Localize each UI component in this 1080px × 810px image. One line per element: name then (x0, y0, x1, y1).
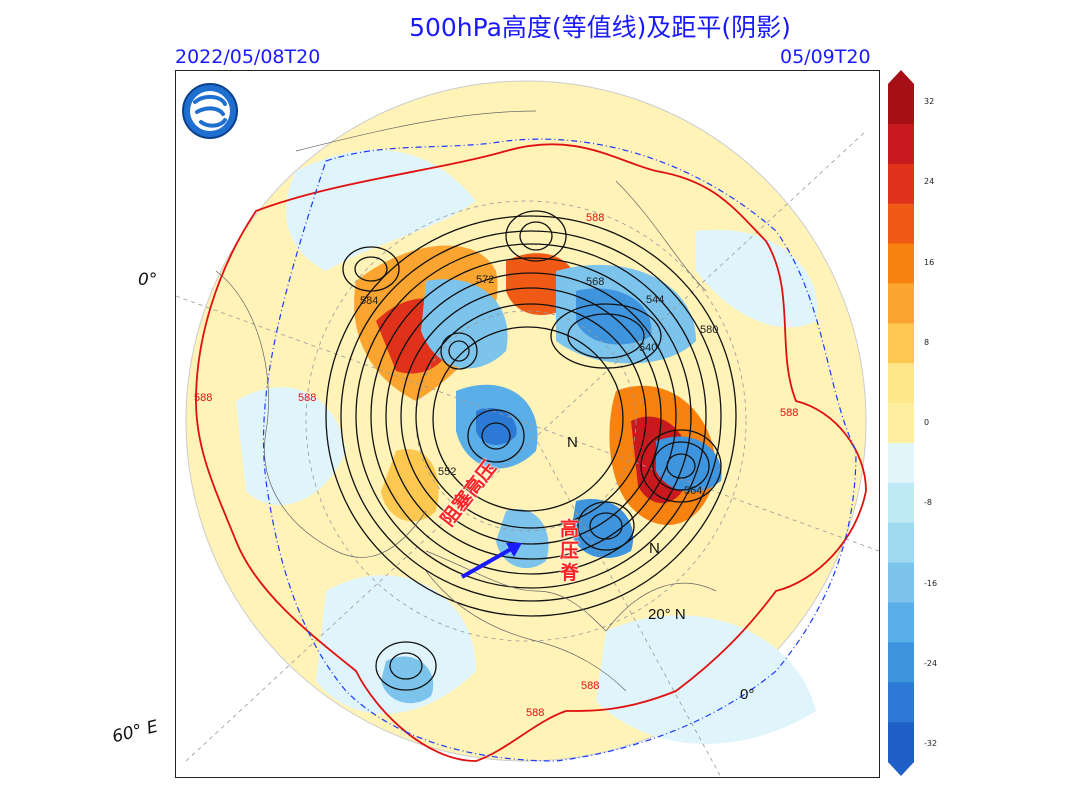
colorbar-tick-label: -24 (924, 658, 938, 668)
contour-label-588b: 588 (194, 392, 212, 404)
contour-labels: 584 572 568 544 540 552 564 580 (360, 274, 718, 497)
colorbar-segment (888, 682, 914, 723)
grid-markers: 20° N 0° N N (567, 434, 754, 703)
valid-time-label: 05/09T20 (780, 46, 871, 68)
anomaly-colorbar (888, 70, 914, 776)
colorbar-tick-label: 16 (924, 257, 935, 267)
n-marker: N (567, 434, 578, 451)
colorbar-extend-top (888, 70, 914, 84)
contour-label-588a: 588 (298, 392, 316, 404)
contour-label-580: 580 (700, 324, 718, 336)
contour-label-572: 572 (476, 274, 494, 286)
colorbar-segment (888, 722, 914, 763)
colorbar-segment (888, 84, 914, 125)
colorbar-segment (888, 442, 914, 484)
flow-arrow (461, 543, 522, 579)
colorbar-tick-label: 0 (924, 418, 930, 427)
contour-588-labels: 588 588 588 588 588 588 (194, 212, 798, 719)
colorbar-tick-label: -16 (924, 578, 938, 588)
contour-label-540: 540 (639, 342, 657, 354)
colorbar-segment (888, 562, 914, 603)
anomaly-neg-area (286, 149, 476, 271)
contour-label-588e: 588 (581, 680, 599, 692)
colorbar-extend-bottom (888, 762, 914, 776)
colorbar-tick-label: 24 (924, 177, 935, 187)
anomaly-neg-core (476, 407, 517, 446)
colorbar-segment (888, 363, 914, 404)
lon-label-0: 0° (138, 270, 158, 290)
contour-588 (195, 143, 867, 762)
ridge-annotation: 高压脊 (560, 518, 580, 584)
colorbar-segment (888, 203, 914, 245)
colorbar-tick-label: 8 (924, 337, 930, 347)
n-marker-2: N (649, 540, 660, 557)
contour-label-588d: 588 (586, 212, 604, 224)
colorbar-tick-label: -32 (924, 739, 938, 748)
colorbar-segment (888, 642, 914, 683)
contour-label-588f: 588 (526, 707, 544, 719)
height-contours (325, 210, 737, 691)
colorbar-segment (888, 123, 914, 165)
meteorological-agency-logo-icon (177, 82, 243, 140)
anomaly-neg-core (496, 509, 549, 569)
init-time-label: 2022/05/08T20 (175, 46, 321, 68)
polar-map-frame: 584 572 568 544 540 552 564 580 588 588 … (175, 70, 880, 778)
chart-title: 500hPa高度(等值线)及距平(阴影) (409, 13, 791, 42)
contour-label-552: 552 (438, 466, 456, 478)
lon-label-60e: 60° E (110, 716, 161, 748)
coastlines (215, 110, 717, 692)
lat-label-20n: 20° N (648, 606, 686, 623)
colorbar-segment (888, 163, 914, 205)
contour-label-564: 564 (684, 485, 702, 497)
colorbar-tick-label: -8 (924, 498, 932, 508)
contour-label-568: 568 (586, 276, 604, 288)
lon-label-0-bottom: 0° (740, 686, 754, 703)
colorbar-segment (888, 403, 914, 444)
anomaly-neg-area (696, 229, 818, 328)
anomaly-neg-area (316, 575, 476, 714)
colorbar-segment (888, 243, 914, 284)
colorbar-tick-label: 32 (924, 97, 935, 106)
colorbar-segment (888, 323, 914, 364)
colorbar-segment (888, 482, 914, 524)
anomaly-neg-core (381, 656, 434, 704)
contour-label-544: 544 (646, 294, 664, 306)
anomaly-neg-core (421, 279, 508, 369)
colorbar-segment (888, 522, 914, 564)
anomaly-neg-area (596, 615, 816, 744)
colorbar-segment (888, 602, 914, 643)
anomaly-neg-area (236, 387, 346, 506)
contour-label-584a: 584 (360, 295, 378, 307)
polar-map-svg: 584 572 568 544 540 552 564 580 588 588 … (176, 80, 879, 777)
contour-label-588c: 588 (780, 407, 798, 419)
colorbar-segment (888, 283, 914, 324)
